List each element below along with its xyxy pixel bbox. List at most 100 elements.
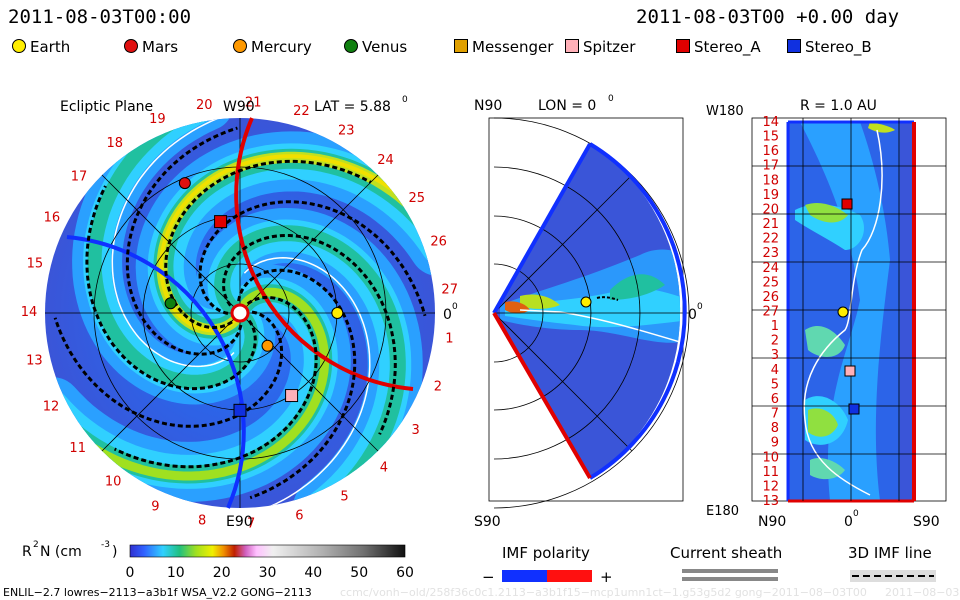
imf-line <box>198 200 427 317</box>
imf-line <box>164 159 372 329</box>
imf-line-legend: 3D IMF line <box>848 544 936 582</box>
radial-y-tick: 23 <box>762 246 779 261</box>
ecliptic-stereo-b <box>233 403 247 417</box>
radial-earth <box>837 306 849 318</box>
density-band <box>55 287 330 481</box>
legend-earth: Earth <box>12 38 70 58</box>
meridional-bottom-label: S90 <box>474 514 501 530</box>
rim-label: 11 <box>69 441 86 456</box>
radial-grid <box>752 118 946 501</box>
imf-polarity-plus: + <box>600 568 613 586</box>
imf-polarity-title: IMF polarity <box>502 544 590 562</box>
ecliptic-lat-label: LAT = 5.88 <box>314 99 391 115</box>
ecliptic-lat-sup: 0 <box>402 95 408 105</box>
radial-x-tick-n90: N90 <box>758 514 786 530</box>
meridional-right-sup: 0 <box>697 302 703 312</box>
imf-line <box>222 234 397 435</box>
radial-y-tick: 26 <box>762 290 779 305</box>
legend-stereo-a: Stereo_A <box>676 38 761 58</box>
radial-y-tick: 3 <box>771 348 779 363</box>
colorbar-tick: 40 <box>304 565 322 581</box>
mercury-marker-icon <box>233 39 247 53</box>
radial-x-tick-0-sup: 0 <box>853 509 859 519</box>
ecliptic-stereo-a <box>214 215 228 229</box>
rim-label: 18 <box>107 136 124 151</box>
legend-messenger: Messenger <box>454 38 553 58</box>
svg-text:-3: -3 <box>101 540 110 550</box>
rim-label: 22 <box>293 104 310 119</box>
rim-label: 9 <box>151 499 159 514</box>
legend-mercury: Mercury <box>233 38 312 58</box>
rim-label: 14 <box>21 305 38 320</box>
colorbar-label: R 2 N (cm -3 ) <box>22 540 117 560</box>
rim-red <box>234 117 414 391</box>
rim-blue <box>66 235 246 509</box>
radial-y-tick: 5 <box>771 377 779 392</box>
meridional-plot: N90 LON = 0 0 S90 0 0 <box>474 94 703 530</box>
rim-label: 10 <box>105 475 122 490</box>
radial-y-tick: 20 <box>762 203 779 218</box>
rim-label: 12 <box>43 400 60 415</box>
imf-positive-swatch <box>547 570 592 582</box>
radial-y-tick: 6 <box>771 392 779 407</box>
radial-y-tick: 10 <box>762 450 779 465</box>
rim-label: 26 <box>430 235 447 250</box>
legend-stereo-b: Stereo_B <box>787 38 872 58</box>
ecliptic-right-label: 0 <box>443 307 452 323</box>
meridional-grid <box>493 117 690 509</box>
imf-line <box>237 268 357 500</box>
colorbar-tick: 20 <box>213 565 231 581</box>
meridional-title-sup: 0 <box>608 94 614 104</box>
rim-label: 7 <box>247 517 255 532</box>
footer-faint-path: ccmc/vonh−old/258f36c0c1.2113−a3b1f15−mc… <box>340 586 867 599</box>
radial-y-tick: 11 <box>762 465 779 480</box>
ecliptic-venus <box>164 297 177 310</box>
rim-label: 17 <box>71 170 88 185</box>
colorbar-tick: 50 <box>350 565 368 581</box>
mars-marker-icon <box>124 39 138 53</box>
radial-bottom-left: E180 <box>706 504 739 519</box>
radial-y-tick: 27 <box>762 305 779 320</box>
imf-line-title: 3D IMF line <box>848 544 932 562</box>
radial-y-tick: 7 <box>771 407 779 422</box>
radial-top-left: W180 <box>706 104 744 119</box>
density-band <box>214 225 406 508</box>
rim-label: 20 <box>196 98 213 113</box>
radial-y-tick-labels: 1415161718192021222324252627123456789101… <box>762 115 779 509</box>
rim-label: 19 <box>149 112 166 127</box>
ecliptic-mars <box>178 177 191 190</box>
legend-mars: Mars <box>124 38 178 58</box>
rim-label: 4 <box>380 460 388 475</box>
svg-text:): ) <box>112 544 117 560</box>
radial-y-tick: 25 <box>762 275 779 290</box>
rim-label: 27 <box>441 282 458 297</box>
meridional-top-label: N90 <box>474 98 502 114</box>
radial-y-tick: 2 <box>771 334 779 349</box>
colorbar-tick: 60 <box>396 565 414 581</box>
radial-y-tick: 19 <box>762 188 779 203</box>
radial-x-tick-0: 0 <box>844 514 853 530</box>
rim-label: 3 <box>411 423 419 438</box>
footer-faint-date: 2011−08−03 <box>885 586 960 599</box>
ecliptic-right-sup: 0 <box>452 302 458 312</box>
rim-label: 23 <box>338 124 355 139</box>
ecliptic-bodies <box>164 177 344 417</box>
imf-line <box>53 310 284 428</box>
imf-negative-swatch <box>502 570 547 582</box>
colorbar-tick: 0 <box>126 565 135 581</box>
imf-field-lines <box>53 126 427 500</box>
current-sheath-line <box>243 257 371 508</box>
radial-y-tick: 14 <box>762 115 779 130</box>
rim-label: 25 <box>409 191 426 206</box>
colorbar-tick: 10 <box>167 565 185 581</box>
colorbar-tick: 30 <box>259 565 277 581</box>
svg-text:N (cm: N (cm <box>40 544 82 560</box>
ecliptic-spitzer <box>285 389 299 403</box>
imf-polarity-minus: − <box>482 568 495 586</box>
radial-y-tick: 12 <box>762 479 779 494</box>
meridional-earth <box>580 296 592 308</box>
sun-marker <box>230 303 250 323</box>
